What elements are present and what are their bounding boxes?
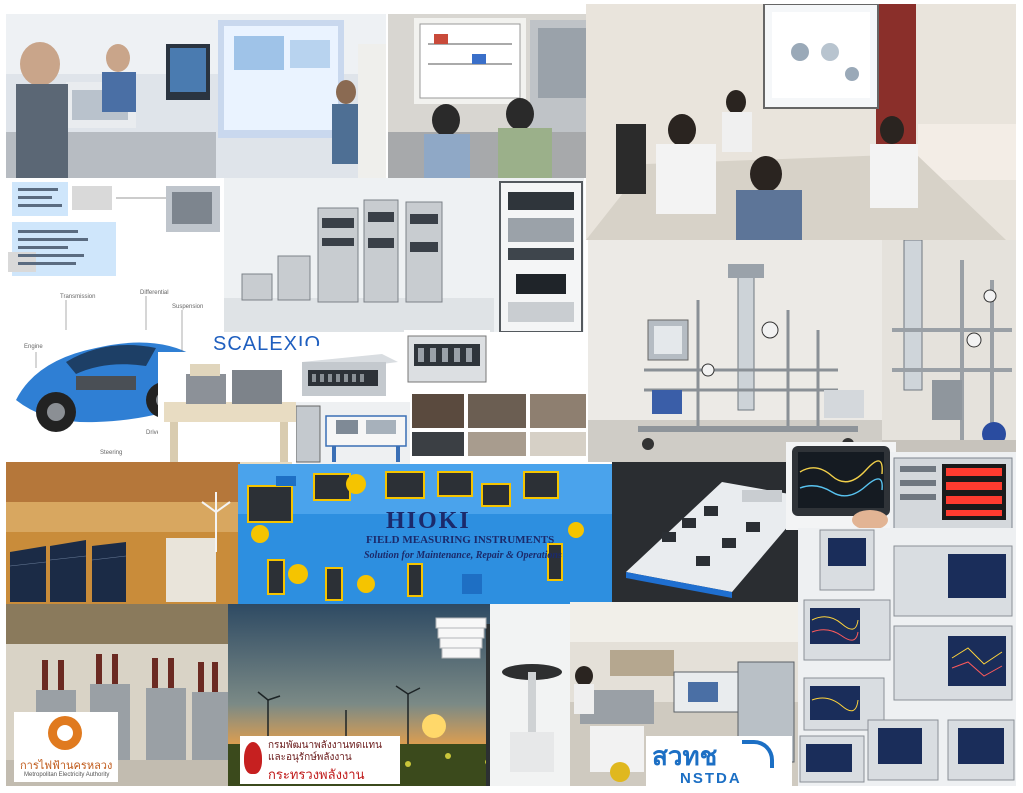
hioki-brand: HIOKI bbox=[386, 508, 471, 534]
photo-training-room bbox=[6, 14, 386, 178]
photo-scalexio-unit bbox=[298, 346, 402, 402]
photo-process-control-station bbox=[588, 240, 882, 462]
hioki-tagline: Solution for Maintenance, Repair & Opera… bbox=[364, 550, 562, 561]
photo-plc-training-board bbox=[612, 462, 816, 602]
dede-logo-block: กรมพัฒนาพลังงานทดแทน และอนุรักษ์พลังงาน … bbox=[240, 736, 400, 784]
photo-lab-stations bbox=[296, 402, 410, 464]
nstda-english-name: NSTDA bbox=[680, 770, 742, 787]
nstda-logo-block: สวทช NSTDA bbox=[646, 736, 792, 787]
diagram-label-suspension: Suspension bbox=[172, 304, 204, 310]
photo-recorders-grid bbox=[798, 528, 1016, 786]
mea-emblem-inner-icon bbox=[57, 725, 73, 741]
diagram-label-engine: Engine bbox=[24, 344, 43, 350]
mea-english-name: Metropolitan Electricity Authority bbox=[24, 772, 110, 778]
nstda-thai-name: สวทช bbox=[652, 742, 718, 772]
photo-io-module bbox=[404, 330, 490, 388]
mea-logo-block: การไฟฟ้านครหลวง Metropolitan Electricity… bbox=[14, 712, 118, 782]
photo-solar-warehouse bbox=[6, 462, 240, 606]
diagram-label-steering: Steering bbox=[100, 450, 123, 456]
flame-icon bbox=[244, 742, 262, 774]
dede-line-3: กระทรวงพลังงาน bbox=[268, 768, 365, 783]
dede-line-1: กรมพัฒนาพลังงานทดแทน bbox=[268, 740, 382, 751]
mea-thai-name: การไฟฟ้านครหลวง bbox=[20, 759, 113, 772]
photo-meeting-room bbox=[586, 4, 1016, 240]
photo-test-racks bbox=[224, 178, 584, 332]
photo-workshop-snapshots bbox=[410, 390, 588, 460]
scalexio-label: SCALEXIO bbox=[213, 333, 322, 355]
photo-pipe-valve-rig bbox=[882, 240, 1016, 462]
dede-line-2: และอนุรักษ์พลังงาน bbox=[268, 752, 352, 763]
hioki-instruments-panel: HIOKI FIELD MEASURING INSTRUMENTS Soluti… bbox=[238, 464, 612, 604]
photo-tablet-recorder bbox=[786, 442, 896, 530]
diagram-system-overview bbox=[6, 178, 224, 290]
diagram-label-transmission: Transmission bbox=[60, 294, 96, 300]
photo-power-meters bbox=[890, 452, 1016, 536]
photo-training-bench bbox=[388, 14, 613, 178]
nstda-arc-icon bbox=[742, 740, 774, 768]
diagram-label-differential: Differential bbox=[140, 290, 169, 296]
hioki-subtitle: FIELD MEASURING INSTRUMENTS bbox=[366, 534, 555, 546]
